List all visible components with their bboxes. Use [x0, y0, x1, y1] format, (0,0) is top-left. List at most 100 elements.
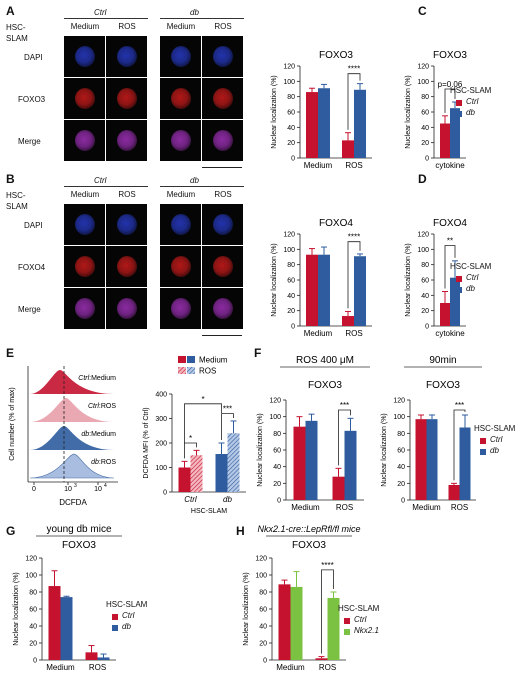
bar-medium — [178, 467, 191, 492]
column-label-medium: Medium — [166, 190, 196, 199]
y-tick-label: 100 — [283, 247, 295, 254]
y-axis-label: Nuclear localization (%) — [405, 243, 412, 317]
legend-swatch — [344, 629, 350, 635]
y-tick-label: 60 — [29, 607, 37, 614]
bar-db — [450, 277, 460, 326]
legend-label: Ctrl — [122, 611, 135, 620]
group-underline — [64, 18, 148, 19]
row-label-foxo4: FOXO4 — [18, 263, 46, 272]
y-tick-label: 120 — [283, 64, 295, 71]
y-tick-label: 60 — [287, 278, 295, 285]
y-tick-label: 20 — [29, 641, 37, 648]
micro-row-header: HSC- SLAM — [6, 191, 28, 211]
legend-title: HSC-SLAM — [106, 600, 148, 609]
legend-swatch — [456, 287, 462, 293]
category-label: Medium — [304, 161, 333, 170]
legend-swatch — [480, 438, 486, 444]
legend-title: HSC-SLAM — [450, 262, 492, 271]
chart-title: FOXO3 — [292, 540, 326, 551]
nucleus — [75, 130, 95, 151]
row-label-merge: Merge — [18, 305, 41, 314]
nucleus — [75, 298, 95, 319]
chart-foxo3-nuclear: FOXO3 0 20 40 60 80 100 120 Nuclear localization… — [271, 50, 372, 170]
column-label-ros: ROS — [214, 190, 232, 199]
micrograph-cell — [106, 36, 147, 77]
bar-ctrl — [440, 123, 450, 158]
histogram-label: db:Medium — [81, 431, 116, 438]
group-underline — [64, 186, 148, 187]
y-tick-label: 60 — [421, 278, 429, 285]
micrograph-cell — [64, 246, 105, 287]
histogram-ctrl-ros — [30, 398, 114, 422]
y-tick-label: 20 — [287, 140, 295, 147]
y-tick-label: 20 — [421, 140, 429, 147]
row-label-dapi: DAPI — [24, 221, 43, 230]
micrograph-cell — [160, 36, 201, 77]
y-tick-label: 80 — [29, 590, 37, 597]
y-tick-label: 120 — [393, 398, 405, 405]
y-tick-label: 400 — [155, 392, 167, 399]
y-tick-label: 40 — [397, 464, 405, 471]
y-tick-label: 40 — [29, 624, 37, 631]
bar-medium — [215, 454, 228, 492]
y-tick-label: 0 — [33, 658, 37, 665]
legend-swatch — [187, 367, 195, 374]
y-axis-label: Nuclear localization (%) — [381, 413, 388, 487]
nucleus — [213, 214, 233, 235]
y-tick-label: 100 — [417, 247, 429, 254]
y-tick-label: 60 — [273, 448, 281, 455]
bar-ros — [227, 433, 240, 492]
chart-foxo3-ros400: ROS 400 μM FOXO3 0 20 40 60 80 100 120 Nuclear lo… — [257, 355, 370, 512]
nucleus — [117, 214, 137, 235]
y-tick-label: 20 — [259, 641, 267, 648]
significance-label: *** — [223, 405, 232, 414]
y-axis-label: Cell number (% of max) — [9, 387, 16, 461]
category-label: ROS — [336, 503, 353, 512]
x-tick-label: 0 — [32, 486, 36, 493]
legend-swatch — [480, 449, 486, 455]
nucleus — [213, 298, 233, 319]
panel-label-h: H — [236, 524, 245, 538]
y-axis-label: Nuclear localization (%) — [405, 75, 412, 149]
column-label-ros: ROS — [118, 190, 136, 199]
bar-db — [318, 88, 330, 158]
nucleus — [75, 46, 95, 67]
micrograph-cell — [64, 120, 105, 161]
chart-foxo3-cytokine: FOXO3 0 20 40 60 80 100 120 Nuclear localization… — [405, 50, 467, 170]
bar-ctrl — [293, 426, 306, 500]
y-tick-label: 80 — [287, 94, 295, 101]
scale-bar — [202, 335, 242, 336]
y-tick-label: 40 — [273, 464, 281, 471]
y-tick-label: 40 — [421, 293, 429, 300]
significance-label: *** — [455, 401, 464, 410]
micrograph-cell — [160, 78, 201, 119]
bar-db — [318, 254, 330, 326]
bar-ctrl — [278, 584, 291, 660]
x-axis-label: HSC-SLAM — [191, 508, 227, 515]
histogram-label: Ctrl:Medium — [78, 375, 116, 382]
panel-label-a: A — [6, 4, 15, 18]
bar-db — [450, 108, 460, 158]
micrograph-cell — [160, 120, 201, 161]
bar-ros — [190, 455, 203, 492]
micrograph-cell — [202, 36, 243, 77]
y-tick-label: 100 — [269, 414, 281, 421]
chart-foxo3-young-db: young db mice FOXO3 0 20 40 60 80 100 120 Nuclear… — [13, 524, 122, 672]
legend-label: Nkx2.1 — [354, 626, 379, 635]
group-label-db: db — [190, 8, 199, 17]
y-axis-label: Nuclear localization (%) — [257, 413, 264, 487]
y-tick-label: 100 — [255, 573, 267, 580]
scale-bar — [202, 167, 242, 168]
y-tick-label: 80 — [421, 94, 429, 101]
panel-label-f: F — [254, 346, 262, 360]
bar-nkx2-1 — [327, 597, 340, 660]
bar-ctrl — [440, 303, 450, 326]
y-tick-label: 120 — [25, 556, 37, 563]
micrograph-cell — [106, 78, 147, 119]
bar-ctrl — [448, 485, 460, 500]
legend-label: Ctrl — [466, 97, 479, 106]
bar-ctrl — [332, 476, 345, 500]
nucleus — [213, 130, 233, 151]
significance-label: ** — [447, 237, 453, 246]
